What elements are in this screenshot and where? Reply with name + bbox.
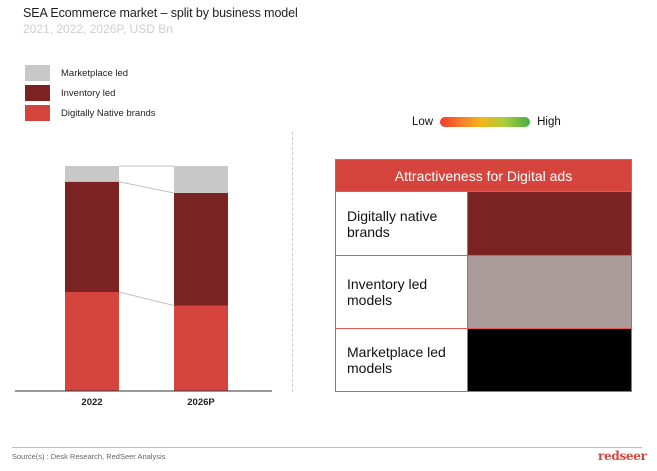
source-note: Source(s) : Desk Research, RedSeer Analy… (12, 452, 166, 461)
legend-swatch-inventory (25, 85, 50, 101)
scale-high-label: High (537, 116, 561, 128)
table-row: Inventory led models (336, 255, 631, 328)
x-tick-label: 2022 (81, 397, 102, 408)
connector-line (118, 291, 175, 306)
section-divider (292, 132, 293, 392)
bar-segment-marketplace-2026p (174, 166, 228, 193)
table-row: Digitally native brands (336, 191, 631, 255)
table-header: Attractiveness for Digital ads (336, 160, 631, 191)
bar-segment-digital-native-2022 (65, 292, 119, 391)
footer-divider (12, 447, 642, 448)
bars-layer (65, 166, 228, 391)
row-label: Marketplace led models (336, 329, 468, 391)
scale-low-label: Low (412, 116, 434, 128)
bar-segment-digital-native-2026p (174, 305, 228, 391)
legend-label: Inventory led (61, 87, 116, 99)
row-label: Digitally native brands (336, 192, 468, 255)
bar-segment-inventory-2022 (65, 181, 119, 292)
x-tick-label: 2026P (187, 397, 215, 408)
legend-swatch-marketplace (25, 65, 50, 81)
row-label: Inventory led models (336, 256, 468, 328)
connectors-layer (118, 165, 175, 306)
attractiveness-cell (468, 192, 631, 255)
stacked-bar-chart: 2022 2026P (15, 165, 272, 408)
legend-item-inventory: Inventory led (25, 85, 115, 101)
bar-segment-inventory-2026p (174, 193, 228, 306)
attractiveness-scale: Low High (412, 116, 561, 128)
legend-label: Digitally Native brands (61, 107, 156, 119)
legend-swatch-digital-native (25, 105, 50, 121)
attractiveness-table: Attractiveness for Digital ads Digitally… (335, 159, 632, 392)
scale-gradient-bar (440, 117, 531, 127)
legend-item-digital-native: Digitally Native brands (25, 105, 156, 121)
attractiveness-cell (468, 256, 631, 328)
redseer-logo: redseer (598, 449, 647, 463)
legend-item-marketplace: Marketplace led (25, 65, 128, 81)
page-title: SEA Ecommerce market – split by business… (23, 6, 298, 20)
legend-label: Marketplace led (61, 67, 129, 79)
attractiveness-cell (468, 329, 631, 391)
page-subtitle: 2021, 2022, 2026P, USD Bn (23, 22, 173, 36)
connector-line (118, 181, 175, 194)
table-row: Marketplace led models (336, 328, 631, 391)
bar-segment-marketplace-2022 (65, 166, 119, 182)
